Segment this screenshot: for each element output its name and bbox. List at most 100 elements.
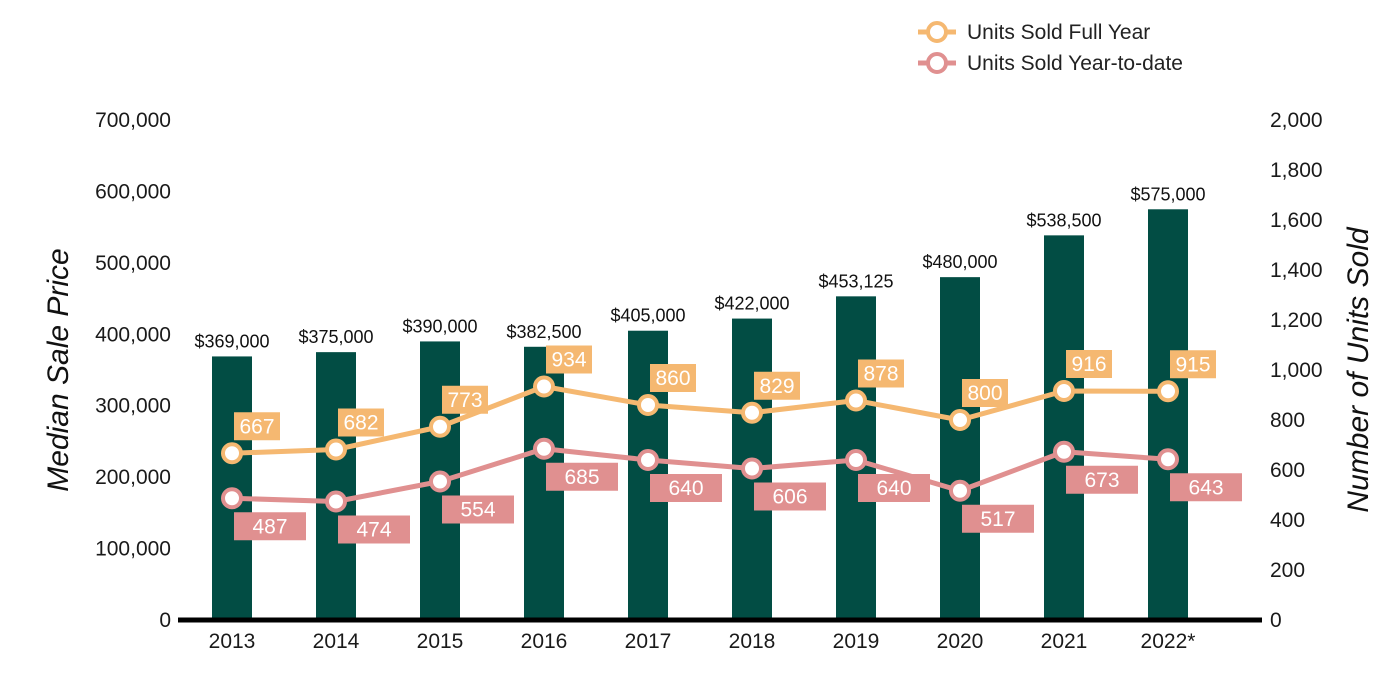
point-value-label: 878 — [863, 363, 898, 386]
bar-value-label: $382,500 — [506, 322, 581, 342]
series-point — [637, 394, 659, 416]
x-tick-label: 2020 — [937, 630, 984, 653]
point-label-box — [1066, 465, 1138, 494]
series-point — [429, 470, 451, 493]
left-tick-label: 500,000 — [95, 252, 171, 275]
series-point — [1053, 380, 1075, 402]
x-tick-label: 2018 — [729, 630, 776, 653]
series-point — [845, 389, 867, 412]
point-label-box — [1170, 473, 1242, 502]
point-value-label: 667 — [239, 415, 274, 438]
x-tick-label: 2016 — [521, 630, 568, 653]
series-point — [325, 490, 347, 513]
point-value-label: 640 — [876, 477, 911, 500]
price-bar — [1044, 235, 1084, 620]
right-tick-label: 200 — [1270, 559, 1305, 582]
point-value-label: 640 — [668, 477, 703, 500]
bar-value-label: $480,000 — [922, 252, 997, 272]
series-point — [1157, 448, 1179, 471]
left-axis-title: Median Sale Price — [42, 248, 75, 491]
point-label-box — [546, 345, 592, 374]
series-line — [231, 446, 1169, 504]
series-point — [637, 449, 659, 471]
bar-value-label: $390,000 — [402, 316, 477, 336]
point-label-box — [1170, 350, 1216, 379]
point-value-label: 860 — [655, 367, 690, 390]
left-tick-label: 200,000 — [95, 466, 171, 489]
point-label-box — [754, 371, 800, 400]
point-value-label: 517 — [980, 508, 1015, 531]
point-value-label: 916 — [1071, 353, 1106, 376]
x-tick-label: 2014 — [313, 630, 360, 653]
left-tick-label: 0 — [159, 609, 171, 632]
price-bar — [940, 277, 980, 620]
left-tick-label: 700,000 — [95, 109, 171, 132]
series-point — [325, 438, 347, 461]
point-value-label: 682 — [343, 412, 378, 435]
bar-value-label: $453,125 — [818, 271, 893, 291]
series-point — [429, 415, 451, 438]
bar-series: $369,000 $375,000 $390,000 $382,500 $405,000… — [194, 184, 1206, 621]
left-tick-label: 600,000 — [95, 180, 171, 203]
point-value-label: 643 — [1188, 476, 1223, 499]
x-tick-label: 2017 — [625, 630, 672, 653]
bar-value-label: $375,000 — [298, 327, 373, 347]
point-label-box — [546, 462, 618, 491]
point-label-box — [338, 408, 384, 437]
series-line — [231, 384, 1169, 456]
point-label-box — [962, 504, 1034, 533]
point-label-box — [650, 364, 696, 392]
right-tick-label: 1,200 — [1270, 309, 1323, 332]
legend-swatch-marker — [926, 52, 948, 74]
x-tick-label: 2021 — [1041, 630, 1088, 653]
point-value-label: 685 — [564, 466, 599, 489]
legend-swatch-marker — [926, 21, 948, 43]
point-value-label: 915 — [1175, 353, 1210, 376]
legend-label: Units Sold Full Year — [967, 21, 1150, 44]
point-value-label: 606 — [772, 486, 807, 509]
series-point — [533, 375, 555, 398]
point-value-label: 934 — [551, 349, 586, 372]
bar-value-label: $538,500 — [1026, 210, 1101, 230]
bar-value-label: $422,000 — [714, 294, 789, 314]
point-label-box — [650, 474, 722, 502]
bar-value-label: $575,000 — [1130, 184, 1205, 204]
series-point — [741, 457, 763, 480]
series-point — [533, 437, 555, 460]
right-tick-label: 1,400 — [1270, 259, 1323, 282]
right-tick-label: 800 — [1270, 409, 1305, 432]
right-tick-label: 1,600 — [1270, 209, 1323, 232]
point-label-box — [442, 495, 514, 524]
point-label-box — [442, 385, 488, 414]
line-series: 667 682 773 934 860 829 878 800 916 915 487 474 554 6… — [221, 345, 1242, 544]
left-tick-label: 100,000 — [95, 538, 171, 561]
point-label-box — [858, 474, 930, 502]
right-tick-label: 0 — [1270, 609, 1282, 632]
series-point — [949, 479, 971, 502]
left-axis-ticks: 0 100,000 200,000 300,000 400,000 500,000 600,… — [95, 109, 171, 632]
right-tick-label: 1,000 — [1270, 359, 1323, 382]
bar-value-label: $405,000 — [610, 306, 685, 326]
point-value-label: 554 — [460, 499, 495, 522]
price-bar — [316, 352, 356, 620]
point-label-box — [234, 412, 280, 441]
point-label-box — [962, 379, 1008, 407]
point-label-box — [1066, 350, 1112, 378]
bar-value-label: $369,000 — [194, 331, 269, 351]
right-axis-ticks: 0 200 400 600 800 1,000 1,200 1,400 1,600 1,800 2,… — [1270, 109, 1323, 632]
point-value-label: 773 — [447, 389, 482, 412]
x-tick-label: 2013 — [209, 630, 256, 653]
series-point — [221, 487, 243, 510]
point-value-label: 829 — [759, 375, 794, 398]
right-axis-title: Number of Units Sold — [1342, 226, 1375, 512]
left-tick-label: 400,000 — [95, 323, 171, 346]
right-tick-label: 1,800 — [1270, 159, 1323, 182]
right-tick-label: 2,000 — [1270, 109, 1323, 132]
point-label-box — [234, 512, 306, 541]
legend-label: Units Sold Year-to-date — [967, 52, 1183, 75]
point-label-box — [858, 359, 904, 388]
x-tick-label: 2015 — [417, 630, 464, 653]
price-bar — [1148, 209, 1188, 621]
